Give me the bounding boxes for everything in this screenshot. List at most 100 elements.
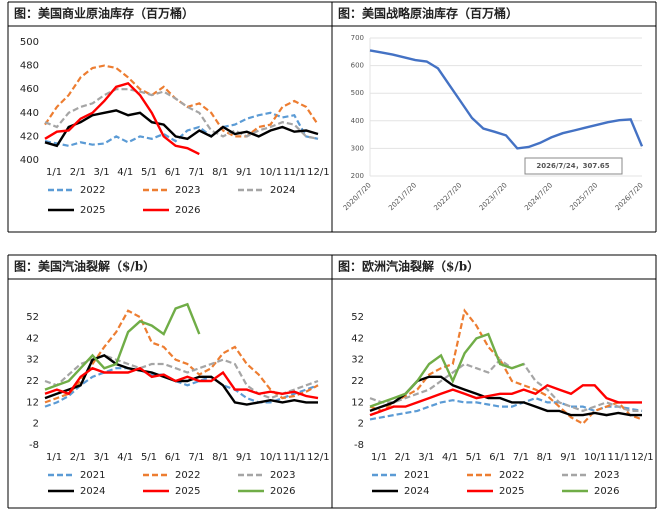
x-tick-label: 9/1 [236,167,252,178]
y-tick-label: 2 [33,419,39,430]
annotation: 2026/7/24，307.65 [536,162,609,170]
y-tick-label: -8 [29,440,39,451]
x-tick-label: 1/1 [46,167,62,178]
y-tick-label: 440 [20,108,39,119]
series-line [44,309,319,404]
y-tick-label: 200 [351,172,364,180]
legend-label: 2021 [404,470,429,481]
series-line [369,358,642,413]
series-line [44,88,319,140]
x-tick-label: 2/1 [70,167,86,178]
y-tick-label: 52 [351,312,364,323]
x-tick-label: 3/1 [418,452,434,463]
x-tick-label: 11/1 [283,167,305,178]
series-line [369,396,643,421]
x-tick-label: 9/1 [236,452,252,463]
x-tick-label: 7/1 [188,452,204,463]
x-tick-label: 4/1 [117,167,133,178]
y-tick-label: 2 [358,419,364,430]
y-tick-label: 22 [351,376,364,387]
legend-label: 2022 [175,470,200,481]
x-tick-label: 2022/7/20 [432,181,463,212]
series-line [44,111,319,147]
legend-label: 2022 [499,470,524,481]
series-line [44,81,200,156]
y-tick-label: 700 [351,34,364,42]
y-tick-label: 42 [351,333,364,344]
x-tick-label: 2020/7/20 [342,181,373,212]
y-tick-label: 500 [351,89,364,97]
legend-label: 2023 [594,470,619,481]
series-line [44,367,319,408]
x-tick-label: 12/1 [307,167,329,178]
x-tick-label: 12/1 [631,452,653,463]
x-tick-label: 2026/7/20 [614,181,645,212]
legend-label: 2023 [175,185,200,196]
x-tick-label: 1/1 [46,452,62,463]
x-tick-label: 11/1 [283,452,305,463]
y-tick-label: -8 [354,440,364,451]
legend-label: 2026 [270,486,295,497]
legend-label: 2026 [594,486,619,497]
legend-label: 2025 [80,205,105,216]
x-tick-label: 2021/7/20 [387,181,418,212]
legend-label: 2024 [270,185,295,196]
y-tick-label: 420 [20,131,39,142]
series-line [369,332,525,408]
x-tick-label: 3/1 [93,452,109,463]
x-tick-label: 8/1 [212,452,228,463]
x-tick-label: 8/1 [537,452,553,463]
annotation-box [524,157,623,175]
legend-label: 2024 [80,486,105,497]
chart-title: 图：欧洲汽油裂解（$/b） [338,259,479,274]
series-line [44,366,319,400]
series-line [369,383,642,417]
x-tick-label: 4/1 [442,452,458,463]
x-tick-label: 6/1 [165,167,181,178]
legend-label: 2025 [175,486,200,497]
frame [7,1,657,509]
series-line [369,308,643,426]
y-tick-label: 480 [20,61,39,72]
series-line [44,354,318,406]
x-tick-label: 2/1 [395,452,411,463]
x-tick-label: 2024/7/20 [523,181,554,212]
y-tick-label: 400 [351,117,364,125]
y-tick-label: 12 [26,397,39,408]
y-tick-label: 42 [26,333,39,344]
x-tick-label: 7/1 [513,452,529,463]
series-line [44,64,319,138]
x-tick-label: 12/1 [307,452,329,463]
chart-title: 图：美国战略原油库存（百万桶） [338,6,518,21]
x-tick-label: 3/1 [93,167,109,178]
y-tick-label: 32 [26,355,39,366]
chart-title: 图：美国汽油裂解（$/b） [14,259,155,274]
series-line [369,49,644,150]
y-tick-label: 12 [351,397,364,408]
x-tick-label: 1/1 [371,452,387,463]
series-line [44,354,319,400]
x-tick-label: 8/1 [212,167,228,178]
x-tick-label: 2/1 [70,452,86,463]
x-tick-label: 2025/7/20 [568,181,599,212]
legend-label: 2022 [80,185,105,196]
y-tick-label: 500 [20,37,39,48]
x-tick-label: 10/1 [260,167,282,178]
legend-label: 2023 [270,470,295,481]
x-tick-label: 11/1 [608,452,630,463]
series-line [44,109,319,148]
series-line [44,302,201,391]
x-tick-label: 5/1 [466,452,482,463]
x-tick-label: 10/1 [260,452,282,463]
y-tick-label: 52 [26,312,39,323]
legend-label: 2021 [80,470,105,481]
y-tick-label: 300 [351,144,364,152]
y-tick-label: 32 [351,355,364,366]
y-tick-label: 600 [351,62,364,70]
x-tick-label: 6/1 [489,452,505,463]
legend-label: 2026 [175,205,200,216]
x-tick-label: 6/1 [165,452,181,463]
x-tick-label: 10/1 [584,452,606,463]
x-tick-label: 5/1 [141,167,157,178]
